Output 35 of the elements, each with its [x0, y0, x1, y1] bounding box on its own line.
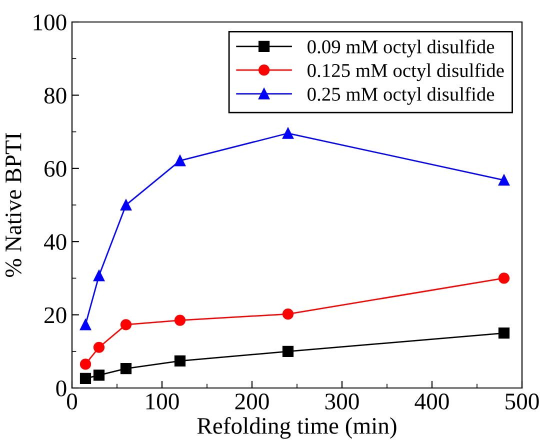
x-tick-label: 500	[506, 394, 539, 410]
point	[498, 272, 510, 284]
point	[120, 199, 132, 211]
point	[282, 346, 294, 357]
y-tick-label: 20	[44, 307, 66, 324]
point	[80, 319, 92, 330]
point	[80, 358, 92, 370]
point	[93, 342, 105, 353]
x-tick-label: 200	[235, 394, 269, 410]
x-axis-title: Refolding time (min)	[197, 417, 396, 439]
x-tick-label: 300	[325, 394, 359, 410]
point	[80, 372, 92, 384]
point	[93, 270, 105, 282]
point	[282, 128, 294, 139]
point	[174, 355, 186, 366]
point	[498, 174, 510, 186]
y-tick-label: 60	[44, 160, 66, 177]
y-tick-label: 100	[34, 14, 66, 30]
point	[120, 319, 132, 330]
x-tick-label: 0	[66, 394, 78, 410]
y-tick-label: 0	[56, 380, 66, 396]
point	[120, 363, 132, 374]
legend-label: 0.125 mM octyl disulfide	[308, 63, 504, 82]
point	[498, 328, 510, 339]
point	[174, 314, 186, 326]
x-tick-label: 400	[414, 394, 449, 410]
point	[174, 155, 186, 166]
point	[282, 308, 294, 320]
legend-label: 0.25 mM octyl disulfide	[308, 86, 494, 105]
y-tick-label: 40	[44, 234, 66, 250]
legend-label: 0.09 mM octyl disulfide	[308, 40, 494, 58]
y-axis-title: % Native BPTI	[5, 133, 22, 277]
point	[93, 370, 105, 381]
y-tick-label: 80	[44, 88, 66, 104]
x-tick-label: 100	[146, 394, 179, 410]
